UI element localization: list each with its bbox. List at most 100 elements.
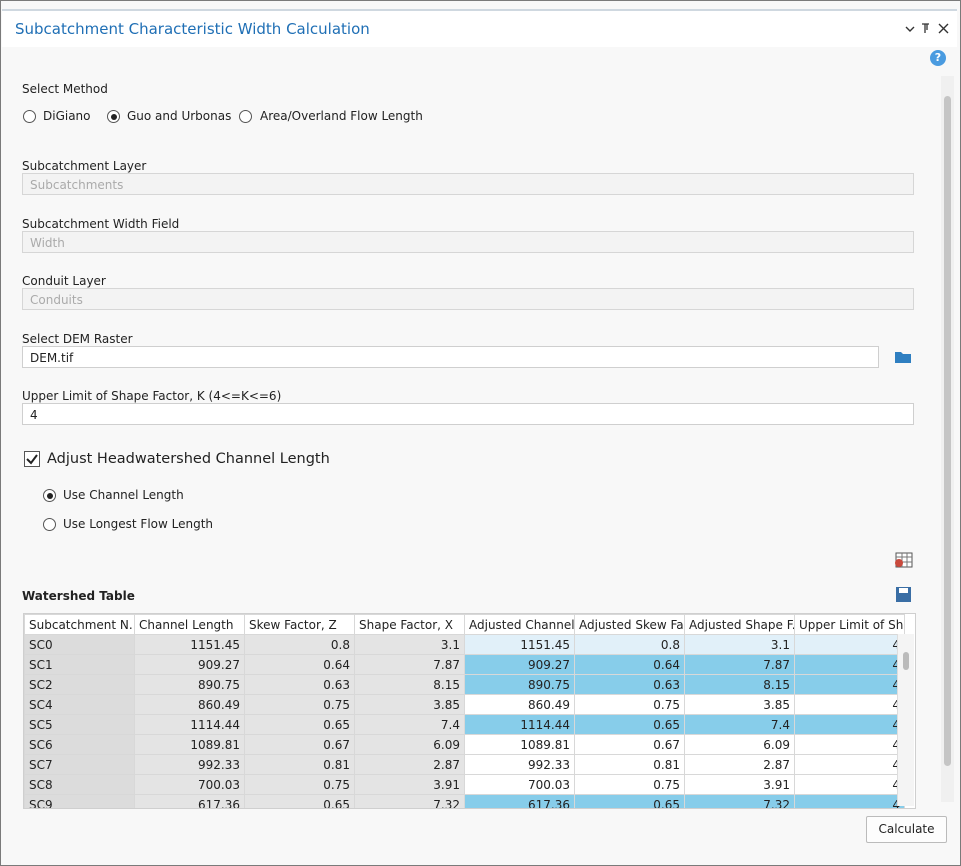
table-cell: 0.75 [245,695,355,715]
table-cell: SC5 [25,715,135,735]
table-cell: 7.32 [355,795,465,810]
table-scrollbar[interactable] [897,634,914,806]
radio-label[interactable]: Area/Overland Flow Length [260,109,423,123]
table-cell: 890.75 [135,675,245,695]
table-cell: 0.75 [575,775,685,795]
table-title: Watershed Table [22,589,135,603]
table-cell: 860.49 [465,695,575,715]
field-input[interactable]: 4 [22,403,914,425]
field-label: Subcatchment Layer [22,159,146,173]
table-cell: 909.27 [135,655,245,675]
radio-button[interactable] [239,110,252,123]
table-cell: 0.8 [575,635,685,655]
field-input[interactable]: DEM.tif [22,346,879,368]
table-tools[interactable] [893,551,915,605]
column-header[interactable]: Channel Length [135,615,245,635]
checkbox[interactable] [24,451,40,467]
table-row[interactable]: SC61089.810.676.091089.810.676.094 [25,735,905,755]
table-cell: 0.64 [575,655,685,675]
table-cell: 7.87 [355,655,465,675]
table-cell: 4 [795,755,905,775]
column-header[interactable]: Subcatchment N... [25,615,135,635]
table-cell: SC7 [25,755,135,775]
table-cell: 1151.45 [135,635,245,655]
radio-button[interactable] [43,518,56,531]
table-cell: 4 [795,735,905,755]
table-row[interactable]: SC7992.330.812.87992.330.812.874 [25,755,905,775]
table-cell: 7.4 [685,715,795,735]
checkbox-label[interactable]: Adjust Headwatershed Channel Length [47,451,330,467]
table-cell: 0.65 [575,795,685,810]
column-header[interactable]: Adjusted Skew Fa... [575,615,685,635]
table-cell: 1114.44 [135,715,245,735]
table-cell: 7.87 [685,655,795,675]
field-label: Upper Limit of Shape Factor, K (4<=K<=6) [22,389,281,403]
table-cell: 7.32 [685,795,795,810]
table-cell: 4 [795,675,905,695]
table-cell: 3.91 [355,775,465,795]
table-cell: 617.36 [135,795,245,810]
table-cell: 0.65 [245,715,355,735]
radio-label[interactable]: DiGiano [43,109,91,123]
table-cell: 7.4 [355,715,465,735]
radio-label[interactable]: Use Channel Length [63,488,184,502]
table-cell: 1114.44 [465,715,575,735]
table-cell: 2.87 [685,755,795,775]
column-header[interactable]: Shape Factor, X [355,615,465,635]
column-header[interactable]: Adjusted Channel... [465,615,575,635]
radio-button[interactable] [23,110,36,123]
table-row[interactable]: SC51114.440.657.41114.440.657.44 [25,715,905,735]
method-label: Select Method [22,82,108,96]
table-row[interactable]: SC2890.750.638.15890.750.638.154 [25,675,905,695]
table-row[interactable]: SC01151.450.83.11151.450.83.14 [25,635,905,655]
radio-label[interactable]: Use Longest Flow Length [63,517,213,531]
radio-button[interactable] [107,110,120,123]
table-cell: 700.03 [465,775,575,795]
table-cell: 992.33 [465,755,575,775]
table-cell: 890.75 [465,675,575,695]
table-cell: 0.67 [245,735,355,755]
table-cell: 4 [795,695,905,715]
table-cell: 1151.45 [465,635,575,655]
table-row[interactable]: SC1909.270.647.87909.270.647.874 [25,655,905,675]
window-controls[interactable] [902,21,954,37]
table: Subcatchment N...Channel LengthSkew Fact… [23,613,916,809]
table-cell: 4 [795,655,905,675]
table-cell: 0.63 [575,675,685,695]
table-cell: SC0 [25,635,135,655]
table-cell: 1089.81 [465,735,575,755]
grid: Subcatchment N...Channel LengthSkew Fact… [24,614,905,809]
header-row: Subcatchment N...Channel LengthSkew Fact… [25,615,905,635]
table-cell: 8.15 [355,675,465,695]
field-label: Subcatchment Width Field [22,217,179,231]
table-cell: 6.09 [355,735,465,755]
table-cell: 0.64 [245,655,355,675]
column-header[interactable]: Adjusted Shape F... [685,615,795,635]
radio-label[interactable]: Guo and Urbonas [127,109,231,123]
table-cell: 3.1 [685,635,795,655]
table-cell: SC6 [25,735,135,755]
radio-button[interactable] [43,489,56,502]
table-cell: 3.1 [355,635,465,655]
table-row[interactable]: SC8700.030.753.91700.030.753.914 [25,775,905,795]
table-cell: 4 [795,635,905,655]
column-header[interactable]: Upper Limit of Sh... [795,615,905,635]
table-cell: SC9 [25,795,135,810]
field-input: Subcatchments [22,173,914,195]
title-bar: Subcatchment Characteristic Width Calcul… [2,9,957,47]
table-cell: SC2 [25,675,135,695]
table-cell: 909.27 [465,655,575,675]
table-cell: 0.67 [575,735,685,755]
column-header[interactable]: Skew Factor, Z [245,615,355,635]
table-row[interactable]: SC9617.360.657.32617.360.657.324 [25,795,905,810]
table-cell: 6.09 [685,735,795,755]
scrollbar[interactable] [941,76,954,802]
table-row[interactable]: SC4860.490.753.85860.490.753.854 [25,695,905,715]
field-label: Conduit Layer [22,274,106,288]
table-cell: 0.81 [575,755,685,775]
table-cell: 0.75 [575,695,685,715]
table-cell: 0.65 [575,715,685,735]
help-icon[interactable]: ? [930,50,946,66]
calculate-button[interactable]: Calculate [866,816,947,843]
table-cell: 4 [795,715,905,735]
